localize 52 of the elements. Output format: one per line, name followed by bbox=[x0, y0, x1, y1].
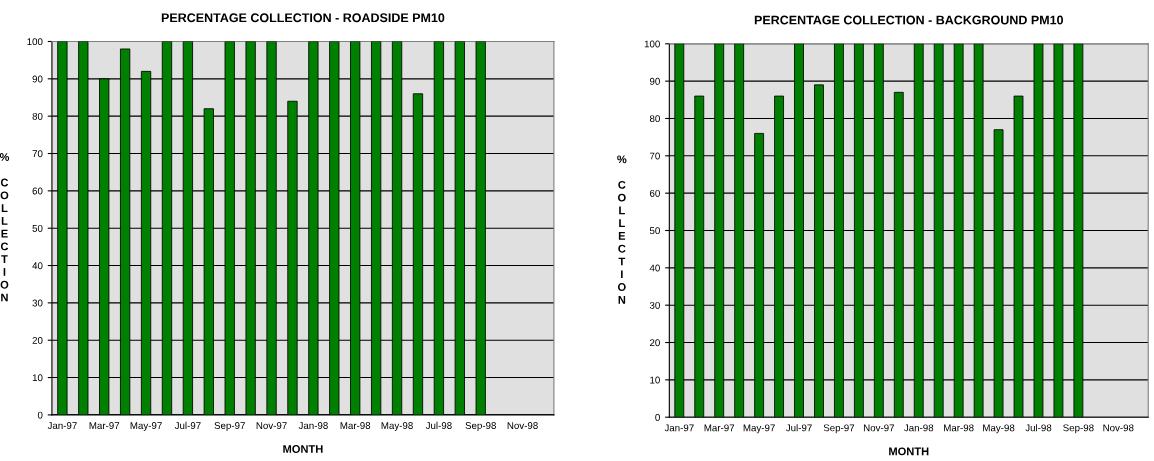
chart-title: PERCENTAGE COLLECTION - ROADSIDE PM10 bbox=[161, 13, 445, 23]
x-tick-label: Jan-98 bbox=[298, 422, 328, 429]
y-tick-label: 100 bbox=[644, 40, 660, 48]
text: % COLLECTION bbox=[617, 155, 627, 304]
x-tick-label: Nov-97 bbox=[256, 422, 287, 429]
y-tick-label: 70 bbox=[32, 150, 43, 158]
y-tick-label: 40 bbox=[649, 264, 660, 272]
y-tick-label: 100 bbox=[27, 38, 43, 46]
y-tick-label: 50 bbox=[649, 227, 660, 235]
x-axis-title: MONTH bbox=[283, 445, 323, 453]
y-tick-label: 0 bbox=[37, 411, 43, 419]
y-tick-label: 20 bbox=[649, 339, 660, 347]
x-axis-title: MONTH bbox=[889, 447, 929, 456]
y-tick-label: 30 bbox=[649, 301, 660, 309]
x-tick-label: Nov-98 bbox=[507, 422, 538, 429]
x-tick-label: Sep-97 bbox=[214, 422, 245, 431]
y-tick-label: 50 bbox=[32, 224, 43, 232]
y-tick-label: 90 bbox=[32, 75, 43, 83]
y-tick-label: 40 bbox=[32, 262, 43, 270]
x-tick-label: Sep-98 bbox=[1063, 424, 1094, 434]
x-tick-label: Jan-97 bbox=[47, 422, 77, 429]
x-tick-label: Mar-98 bbox=[944, 424, 974, 432]
text: % COLLECTION bbox=[0, 153, 10, 302]
y-tick-label: 20 bbox=[32, 336, 43, 344]
x-tick-label: Jul-97 bbox=[174, 421, 201, 429]
x-tick-label: May-98 bbox=[381, 422, 413, 431]
x-tick-label: May-98 bbox=[983, 424, 1015, 434]
x-tick-label: Sep-98 bbox=[465, 422, 496, 431]
chart-title: PERCENTAGE COLLECTION - BACKGROUND PM10 bbox=[754, 15, 1064, 25]
x-tick-label: May-97 bbox=[743, 424, 775, 434]
y-tick-label: 80 bbox=[649, 115, 660, 123]
y-tick-label: 80 bbox=[32, 112, 43, 120]
y-tick-label: 90 bbox=[649, 77, 660, 85]
x-tick-label: Nov-98 bbox=[1103, 424, 1134, 432]
x-tick-label: Jan-97 bbox=[664, 424, 694, 432]
y-tick-label: 0 bbox=[655, 413, 660, 421]
x-tick-label: Nov-97 bbox=[863, 424, 895, 432]
y-tick-label: 30 bbox=[32, 299, 43, 307]
y-tick-label: 60 bbox=[32, 187, 43, 195]
y-tick-label: 10 bbox=[32, 374, 43, 382]
x-tick-label: Sep-97 bbox=[823, 424, 855, 434]
x-tick-label: Jul-98 bbox=[425, 421, 452, 429]
x-tick-label: Jul-97 bbox=[785, 424, 812, 432]
x-tick-label: Jan-98 bbox=[904, 424, 934, 432]
y-tick-label: 60 bbox=[649, 189, 660, 197]
x-tick-label: Jul-98 bbox=[1025, 424, 1052, 432]
x-tick-label: May-97 bbox=[130, 422, 162, 431]
x-tick-label: Mar-97 bbox=[89, 422, 120, 429]
x-tick-label: Mar-97 bbox=[704, 424, 735, 432]
y-tick-label: 10 bbox=[650, 376, 660, 384]
x-tick-label: Mar-98 bbox=[340, 422, 371, 429]
y-tick-label: 70 bbox=[649, 152, 660, 160]
